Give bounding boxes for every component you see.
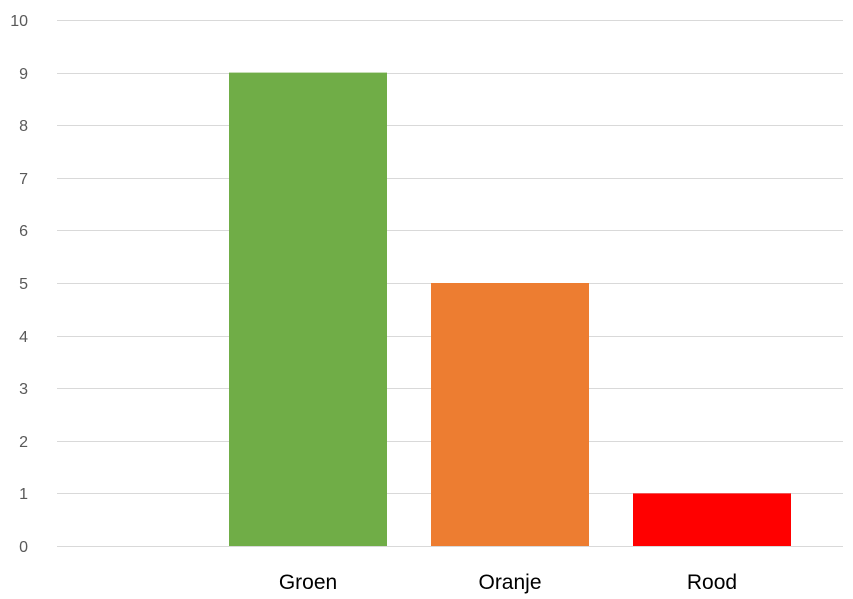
bar-rood — [633, 493, 791, 546]
y-tick-label: 2 — [19, 434, 28, 451]
bars — [229, 72, 791, 546]
x-axis-tick-labels: Groen Oranje Rood — [279, 571, 737, 594]
x-tick-label: Oranje — [478, 571, 541, 594]
y-tick-label: 9 — [19, 66, 28, 83]
y-tick-label: 4 — [19, 329, 28, 346]
x-tick-label: Groen — [279, 571, 337, 594]
bar-oranje — [431, 283, 589, 546]
x-tick-label: Rood — [687, 571, 737, 594]
y-tick-label: 10 — [10, 13, 28, 30]
bar-groen — [229, 72, 387, 546]
y-tick-label: 7 — [19, 171, 28, 188]
y-tick-label: 1 — [19, 486, 28, 503]
y-tick-label: 3 — [19, 381, 28, 398]
y-axis-tick-labels: 0 1 2 3 4 5 6 7 8 9 10 — [10, 13, 28, 556]
y-tick-label: 0 — [19, 539, 28, 556]
y-tick-label: 6 — [19, 223, 28, 240]
y-tick-label: 5 — [19, 276, 28, 293]
y-tick-label: 8 — [19, 118, 28, 135]
